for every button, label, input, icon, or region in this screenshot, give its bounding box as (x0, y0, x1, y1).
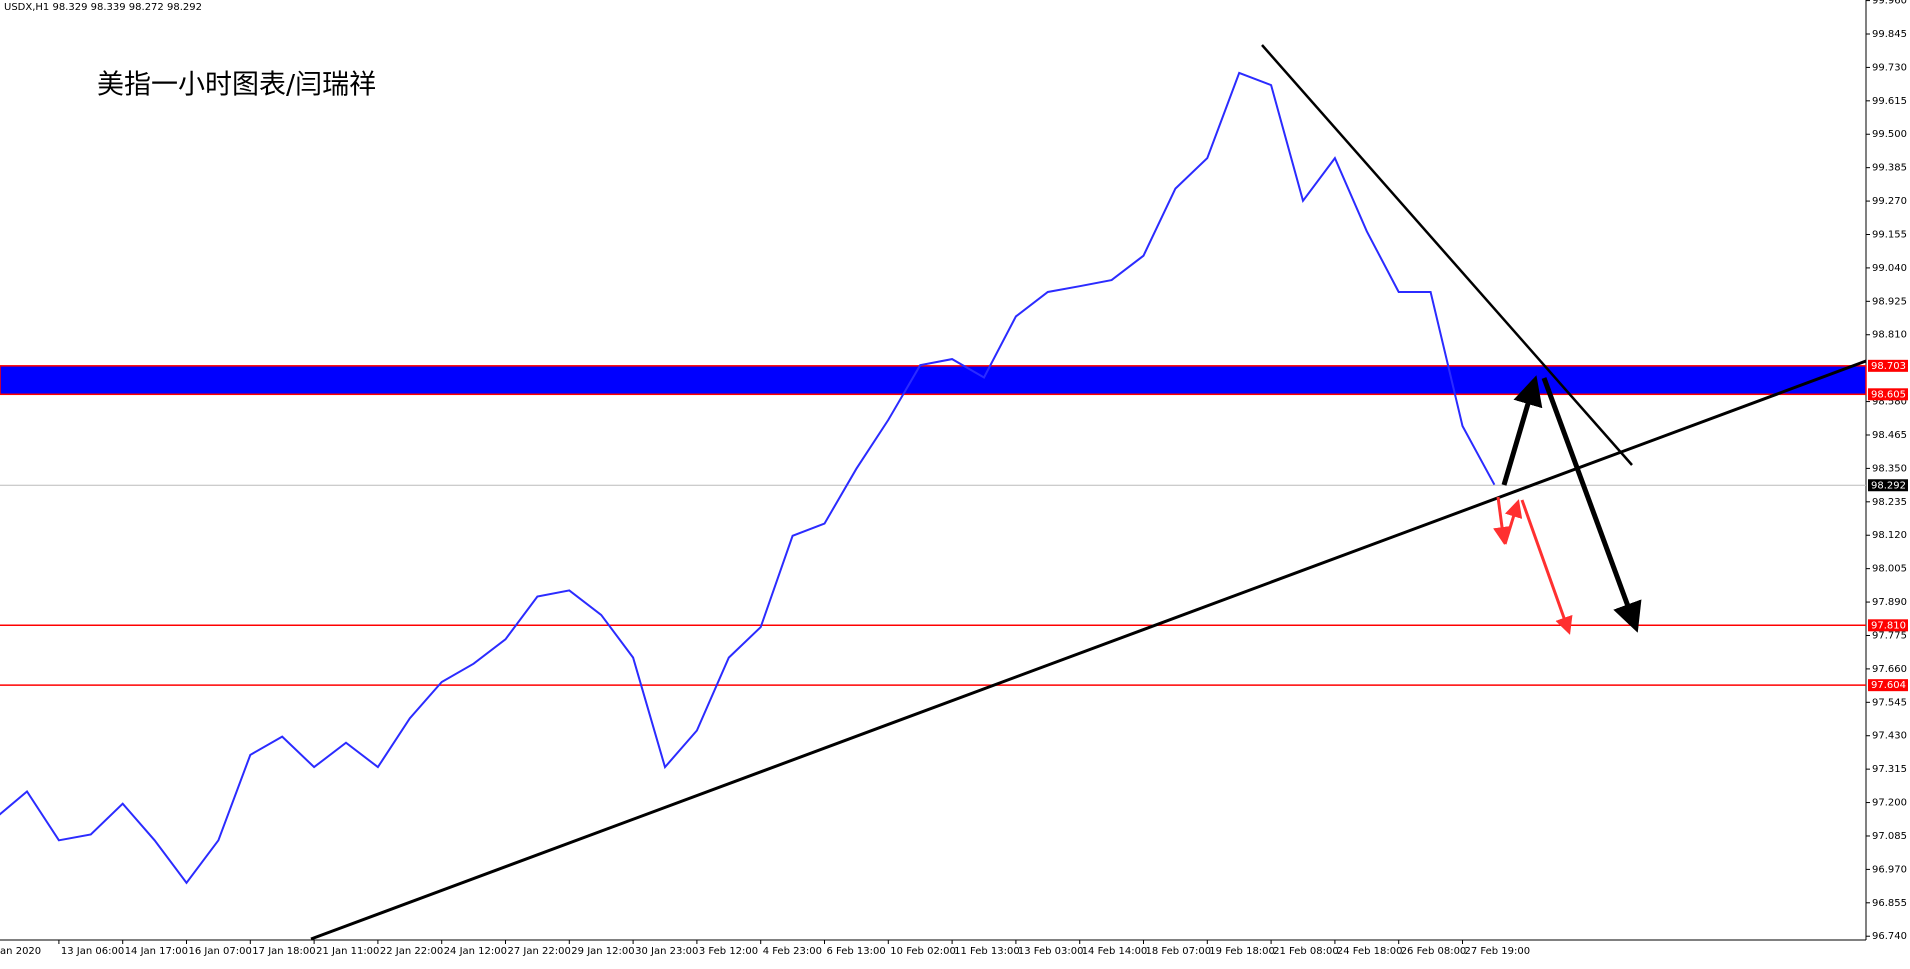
y-tick-label: 99.615 (1872, 96, 1907, 107)
x-tick-label: 18 Feb 07:00 (1146, 946, 1212, 957)
y-tick-label: 99.385 (1872, 163, 1907, 174)
y-tick-label: 98.350 (1872, 463, 1907, 474)
y-tick-label: 99.500 (1872, 129, 1907, 140)
y-tick-label: 98.925 (1872, 296, 1907, 307)
y-tick-label: 97.890 (1872, 597, 1907, 608)
y-tick-label: 98.810 (1872, 330, 1907, 341)
chart-header: USDX,H1 98.329 98.339 98.272 98.292 (4, 2, 202, 13)
x-tick-label: 27 Jan 22:00 (508, 946, 571, 957)
y-tick-label: 97.200 (1872, 798, 1907, 809)
x-tick-label: 24 Feb 18:00 (1337, 946, 1403, 957)
arrow (1520, 499, 1573, 635)
y-tick-label: 97.775 (1872, 630, 1907, 641)
price-label-bg (1868, 388, 1908, 401)
y-tick-label: 96.970 (1872, 864, 1907, 875)
y-tick-label: 97.545 (1872, 697, 1907, 708)
price-label: 98.703 (1871, 361, 1906, 372)
price-label: 97.810 (1871, 620, 1906, 631)
x-tick-label: 26 Feb 08:00 (1401, 946, 1467, 957)
price-label: 97.604 (1871, 680, 1906, 691)
x-tick-label: 13 Feb 03:00 (1018, 946, 1084, 957)
x-tick-label: 24 Jan 12:00 (444, 946, 507, 957)
x-tick-label: 30 Jan 23:00 (635, 946, 698, 957)
price-label: 98.605 (1871, 389, 1906, 400)
y-tick-label: 97.430 (1872, 731, 1907, 742)
x-tick-label: 17 Jan 18:00 (252, 946, 315, 957)
price-label-bg (1868, 479, 1908, 492)
x-tick-label: 16 Jan 07:00 (189, 946, 252, 957)
price-label: 98.292 (1871, 480, 1906, 491)
y-tick-label: 97.085 (1872, 831, 1907, 842)
arrow (1501, 375, 1543, 486)
y-tick-label: 99.845 (1872, 29, 1907, 40)
price-band (0, 365, 1867, 396)
arrow (1493, 496, 1511, 545)
y-tick-label: 99.730 (1872, 62, 1907, 73)
arrow (1541, 377, 1642, 633)
y-tick-label: 99.155 (1872, 229, 1907, 240)
y-tick-label: 99.960 (1872, 0, 1907, 7)
x-tick-label: 29 Jan 12:00 (571, 946, 634, 957)
y-tick-label: 98.465 (1872, 430, 1907, 441)
chart-title: 美指一小时图表/闫瑞祥 (97, 70, 376, 101)
y-tick-label: 98.005 (1872, 564, 1907, 575)
x-tick-label: 14 Jan 17:00 (125, 946, 188, 957)
x-tick-label: Jan 2020 (0, 946, 41, 957)
y-tick-label: 96.855 (1872, 898, 1907, 909)
y-tick-label: 96.740 (1872, 931, 1907, 942)
x-tick-label: 13 Jan 06:00 (61, 946, 124, 957)
y-tick-label: 99.040 (1872, 263, 1907, 274)
price-label-bg (1868, 679, 1908, 692)
y-tick-label: 97.660 (1872, 664, 1907, 675)
x-tick-label: 6 Feb 13:00 (827, 946, 886, 957)
x-tick-label: 21 Feb 08:00 (1273, 946, 1339, 957)
trendline (1261, 44, 1633, 466)
x-tick-label: 27 Feb 19:00 (1465, 946, 1531, 957)
x-tick-label: 14 Feb 14:00 (1082, 946, 1148, 957)
x-tick-label: 4 Feb 23:00 (763, 946, 822, 957)
trendline (310, 359, 1867, 941)
price-line (0, 71, 1496, 885)
y-tick-label: 98.120 (1872, 530, 1907, 541)
price-label-bg (1868, 619, 1908, 632)
y-tick-label: 99.270 (1872, 196, 1907, 207)
x-tick-label: 3 Feb 12:00 (699, 946, 758, 957)
y-tick-label: 97.315 (1872, 764, 1907, 775)
x-tick-label: 21 Jan 11:00 (316, 946, 379, 957)
arrow (1503, 499, 1523, 545)
y-tick-label: 98.580 (1872, 397, 1907, 408)
y-tick-label: 98.235 (1872, 497, 1907, 508)
price-label-bg (1868, 359, 1908, 372)
x-tick-label: 22 Jan 22:00 (380, 946, 443, 957)
x-tick-label: 10 Feb 02:00 (890, 946, 956, 957)
x-tick-label: 19 Feb 18:00 (1209, 946, 1275, 957)
x-tick-label: 11 Feb 13:00 (954, 946, 1020, 957)
